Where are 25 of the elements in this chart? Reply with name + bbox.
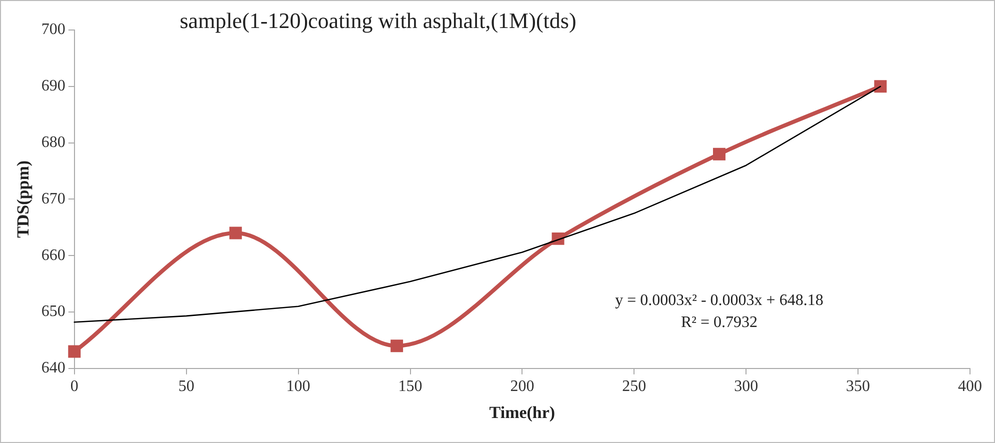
annotation: R² = 0.7932 [680, 314, 758, 331]
y-tick-label: 670 [41, 190, 66, 208]
chart-title: sample(1-120)coating with asphalt,(1M)(tds) [180, 8, 576, 33]
point [712, 148, 726, 160]
y-tick-label: 660 [41, 246, 66, 264]
y-tick-label: 690 [41, 78, 66, 95]
x-tick-label: 0 [70, 378, 78, 396]
x-tick-label: 350 [846, 378, 870, 396]
point [390, 340, 404, 352]
point [68, 345, 81, 358]
x-tick-label: 100 [286, 378, 310, 396]
x-tick-label: 300 [734, 378, 758, 396]
y-tick-label: 680 [41, 134, 66, 152]
point [229, 226, 242, 240]
y-tick-label: 650 [41, 303, 66, 320]
y-tick-label: 700 [41, 21, 66, 38]
annotation: y = 0.0003x² - 0.0003x + 648.18 [615, 292, 824, 309]
y-axis-title: TDS(ppm) [14, 160, 33, 238]
x-tick-label: 250 [622, 378, 646, 396]
x-tick-label: 400 [958, 378, 982, 396]
x-tick-label: 50 [178, 378, 194, 396]
y-tick-label: 640 [41, 360, 66, 377]
x-tick-label: 200 [510, 378, 534, 396]
x-axis-title: Time(hr) [489, 403, 556, 422]
x-tick-label: 150 [398, 378, 422, 396]
